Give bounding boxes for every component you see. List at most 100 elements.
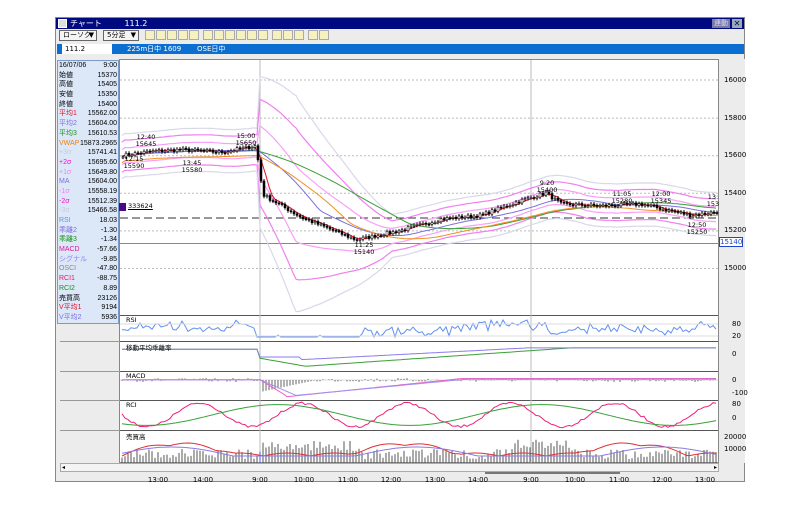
candle: [355, 239, 359, 241]
cursor-icon[interactable]: [283, 30, 293, 40]
chart-type-select[interactable]: ローソク ▼: [59, 30, 97, 41]
candle: [703, 212, 707, 215]
chart-annotation: 11:05 15280: [612, 191, 633, 205]
link-button[interactable]: 連動: [712, 19, 730, 28]
panel-row-label: RCI2: [59, 284, 75, 292]
candle: [373, 235, 377, 238]
candle: [172, 149, 176, 152]
pencil-icon[interactable]: [272, 30, 282, 40]
annotation-price: 15645: [135, 140, 157, 148]
chart-icon[interactable]: [225, 30, 235, 40]
horizontal-scrollbar[interactable]: ◂ ▸: [60, 463, 719, 472]
settings-icon[interactable]: [247, 30, 257, 40]
bars-icon[interactable]: [258, 30, 268, 40]
candle: [589, 203, 593, 206]
annotation-price: 15400: [536, 186, 558, 194]
panel-row-label: RCI1: [59, 275, 75, 283]
panel-row-value: 15604.00: [87, 120, 117, 128]
chart-area[interactable]: [119, 59, 719, 463]
candle: [148, 150, 152, 153]
candle: [577, 203, 581, 205]
panel-row-value: 15649.80: [87, 168, 117, 176]
indicator-icon[interactable]: [145, 30, 155, 40]
indicator-icon[interactable]: [189, 30, 199, 40]
annotation-time: 13:45: [182, 159, 202, 167]
candle: [613, 205, 617, 207]
bollinger-band: [121, 163, 717, 281]
indicator-icon[interactable]: [167, 30, 177, 40]
panel-row-label: 乖離2: [59, 226, 77, 234]
candle: [247, 146, 251, 150]
candle: [457, 215, 461, 219]
candle: [427, 223, 431, 226]
line-chart-icon[interactable]: [203, 30, 213, 40]
time-axis-label: 9:00: [523, 476, 539, 484]
sub-panel-label: 移動平均乖離率: [126, 344, 172, 352]
price-axis-label: 16000: [724, 76, 747, 84]
candle: [451, 217, 455, 219]
sub-panel-tick: 0: [732, 350, 737, 358]
candle: [361, 236, 365, 240]
candle: [526, 197, 530, 199]
sub-panel-tick: 0: [732, 376, 737, 384]
candle: [649, 205, 653, 207]
candle: [205, 149, 209, 152]
price-axis: [719, 59, 745, 463]
annotation-time: 11:05: [612, 190, 632, 198]
indicator-icon[interactable]: [178, 30, 188, 40]
candle: [412, 225, 416, 227]
current-price-label: 15140: [719, 237, 743, 247]
candle: [226, 151, 230, 154]
panel-row: 売買高 23126: [58, 294, 118, 304]
candle: [259, 159, 263, 182]
candle: [499, 206, 503, 209]
candle: [538, 192, 542, 198]
indicator-icon[interactable]: [156, 30, 166, 40]
panel-row: -3σ 15466.58: [58, 206, 118, 216]
candle: [436, 221, 440, 224]
candle: [349, 237, 353, 239]
zoom-icon[interactable]: [236, 30, 246, 40]
annotation-price: 15590: [123, 162, 145, 170]
scroll-thumb[interactable]: [485, 472, 620, 474]
annotation-time: 9:20: [539, 179, 555, 187]
search-icon[interactable]: [308, 30, 318, 40]
annotation-price: 15345: [650, 197, 672, 205]
candle: [595, 205, 599, 207]
annotation-time: 12:50: [687, 221, 707, 229]
panel-row: RCI2 8.89: [58, 284, 118, 294]
sub-panel-label: MACD: [126, 372, 146, 380]
time-axis-label: 9:00: [252, 476, 268, 484]
panel-row: 高値 15405: [58, 80, 118, 90]
candle: [370, 235, 374, 239]
candle: [697, 214, 701, 216]
candle: [313, 221, 317, 224]
candle: [661, 208, 665, 211]
scroll-right-icon[interactable]: ▸: [713, 464, 717, 471]
candle: [142, 151, 146, 154]
sub-panel-label: 売買高: [126, 433, 146, 441]
candle: [238, 147, 242, 149]
eraser-icon[interactable]: [294, 30, 304, 40]
print-icon[interactable]: [319, 30, 329, 40]
window-code: 111.2: [124, 19, 148, 28]
candle: [607, 204, 611, 207]
candle: [127, 152, 131, 156]
candle: [514, 201, 518, 205]
panel-row: +1σ 15649.80: [58, 168, 118, 178]
candle: [469, 214, 473, 218]
interval-select[interactable]: 5分足 ▼: [103, 30, 139, 41]
candle: [475, 215, 479, 218]
candle-chart-icon[interactable]: [214, 30, 224, 40]
candle: [574, 203, 578, 206]
window-title: チャート: [70, 19, 102, 28]
candle: [403, 229, 407, 232]
code-input[interactable]: 111.2: [62, 44, 112, 54]
price-axis-label: 15200: [724, 226, 747, 235]
annotation-time: 11:25: [354, 241, 374, 249]
candle: [337, 230, 341, 233]
scroll-left-icon[interactable]: ◂: [62, 464, 66, 471]
annotation-time: 12:15: [124, 155, 144, 163]
close-icon[interactable]: ✕: [732, 19, 742, 28]
price-axis-label: 15000: [724, 264, 747, 272]
